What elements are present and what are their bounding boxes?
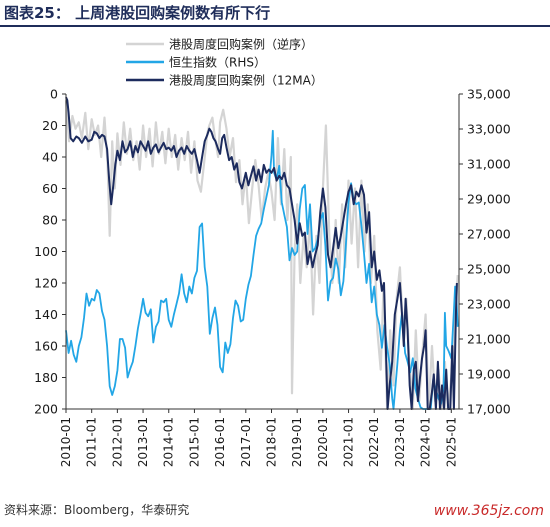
- watermark: www.365jz.com: [433, 503, 544, 519]
- source-note: 资料来源：Bloomberg，华泰研究: [4, 503, 190, 517]
- right-tick-label: 17,000: [467, 402, 511, 417]
- series-hsi-line: [65, 129, 459, 410]
- axis-frame: [65, 94, 460, 410]
- x-tick-label: 2014-01: [162, 417, 176, 467]
- figure-title: 图表25： 上周港股回购案例数有所下行: [4, 4, 271, 22]
- left-tick-label: 80: [42, 213, 58, 228]
- right-tick-label: 29,000: [467, 192, 511, 207]
- legend: 港股周度回购案例（逆序） 恒生指数（RHS） 港股周度回购案例（12MA）: [126, 37, 323, 88]
- right-axis: 35,000 33,000 31,000 29,000 27,000 25,000 23,0…: [459, 87, 511, 417]
- left-tick-label: 40: [42, 150, 58, 165]
- right-tick-label: 35,000: [467, 87, 511, 102]
- x-tick-label: 2023-01: [393, 417, 407, 467]
- series-ma12-line: [65, 96, 458, 410]
- x-axis: 2010-01 2011-01 2012-01 2013-01 2014-01 2015-…: [59, 409, 458, 467]
- left-tick-label: 0: [50, 87, 58, 102]
- x-tick-label: 2010-01: [59, 417, 73, 467]
- x-tick-label: 2020-01: [316, 417, 330, 467]
- right-tick-label: 31,000: [467, 157, 511, 172]
- right-tick-label: 21,000: [467, 332, 511, 347]
- legend-label-ma12: 港股周度回购案例（12MA）: [169, 73, 323, 88]
- x-tick-label: 2017-01: [239, 417, 253, 467]
- x-tick-label: 2019-01: [290, 417, 304, 467]
- right-tick-label: 27,000: [467, 227, 511, 242]
- left-tick-label: 140: [34, 307, 58, 322]
- left-tick-label: 200: [34, 402, 58, 417]
- right-tick-label: 33,000: [467, 122, 511, 137]
- right-tick-label: 25,000: [467, 262, 511, 277]
- x-tick-label: 2013-01: [136, 417, 150, 467]
- x-tick-label: 2022-01: [367, 417, 381, 467]
- x-tick-label: 2011-01: [85, 417, 99, 467]
- right-tick-label: 23,000: [467, 297, 511, 312]
- x-tick-label: 2012-01: [110, 417, 124, 467]
- x-tick-label: 2024-01: [419, 417, 433, 467]
- left-tick-label: 180: [34, 370, 58, 385]
- left-tick-label: 60: [42, 181, 58, 196]
- series-weekly-line: [64, 100, 459, 411]
- left-tick-label: 160: [34, 339, 58, 354]
- right-tick-label: 19,000: [467, 367, 511, 382]
- title-divider: [0, 25, 550, 27]
- series-layer: [64, 96, 459, 411]
- left-axis: 0 20 40 60 80 100 120 140 160 180 200: [34, 87, 66, 417]
- x-tick-label: 2025-01: [444, 417, 458, 467]
- x-tick-label: 2016-01: [213, 417, 227, 467]
- left-tick-label: 120: [34, 276, 58, 291]
- left-tick-label: 100: [34, 244, 58, 259]
- left-tick-label: 20: [42, 118, 58, 133]
- x-tick-label: 2015-01: [187, 417, 201, 467]
- x-tick-label: 2018-01: [264, 417, 278, 467]
- legend-label-weekly: 港股周度回购案例（逆序）: [169, 37, 313, 52]
- legend-label-hsi: 恒生指数（RHS）: [169, 55, 266, 70]
- x-tick-label: 2021-01: [342, 417, 356, 467]
